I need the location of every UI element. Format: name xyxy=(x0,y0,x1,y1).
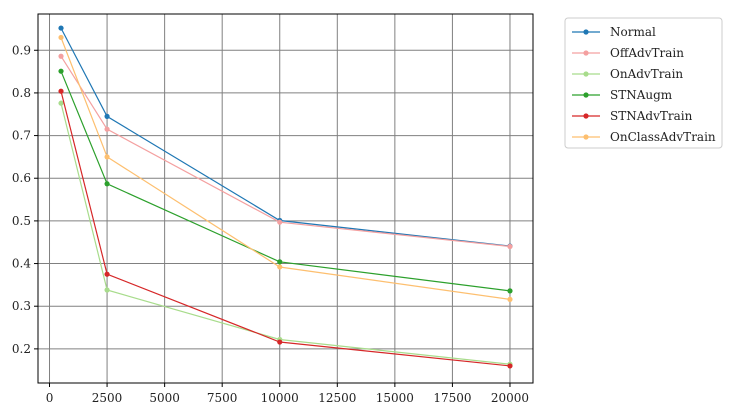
x-tick-label: 10000 xyxy=(261,391,299,405)
legend-marker xyxy=(583,113,589,119)
legend-label-stnaugm: STNAugm xyxy=(610,88,673,102)
data-point-offadvtrain xyxy=(507,243,513,250)
y-tick-label: 0.4 xyxy=(12,257,31,271)
x-tick-label: 15000 xyxy=(376,391,414,405)
legend-label-normal: Normal xyxy=(610,25,656,39)
data-point-stnadvtrain xyxy=(58,88,64,94)
x-tick-label: 7500 xyxy=(207,391,238,405)
data-point-stnadvtrain xyxy=(104,271,110,277)
data-point-stnaugm xyxy=(104,181,110,187)
x-tick-label: 0 xyxy=(46,391,54,405)
series-line-offadvtrain xyxy=(60,55,511,248)
grid-lines xyxy=(38,14,533,383)
legend-label-onadvtrain: OnAdvTrain xyxy=(610,67,683,81)
x-tick-label: 20000 xyxy=(491,391,529,405)
data-point-normal xyxy=(58,25,64,31)
x-tick-label: 17500 xyxy=(433,391,471,405)
x-tick-label: 12500 xyxy=(318,391,356,405)
legend: Normal OffAdvTrain OnAdvTrain STNAugm STNAdv… xyxy=(564,17,723,149)
y-axis: 0.2 0.3 0.4 0.5 0.6 0.7 0.8 0.9 xyxy=(12,43,38,356)
data-point-onadvtrain xyxy=(104,287,110,293)
x-tick-label: 2500 xyxy=(92,391,123,405)
x-tick-label: 5000 xyxy=(149,391,180,405)
legend-label-onclassadvtrain: OnClassAdvTrain xyxy=(610,130,716,144)
legend-label-stnadvtrain: STNAdvTrain xyxy=(610,109,693,123)
series-line-normal xyxy=(60,27,511,247)
data-point-normal xyxy=(104,113,110,119)
data-point-onclassadvtrain xyxy=(507,296,513,302)
data-point-offadvtrain xyxy=(277,219,283,225)
legend-marker xyxy=(583,29,589,35)
legend-box xyxy=(564,17,723,149)
data-point-stnaugm xyxy=(58,68,64,74)
data-point-onclassadvtrain xyxy=(104,154,110,160)
data-point-offadvtrain xyxy=(104,126,110,132)
y-tick-label: 0.5 xyxy=(12,214,31,228)
data-point-onclassadvtrain xyxy=(277,264,283,270)
legend-marker xyxy=(583,92,589,98)
data-point-stnaugm xyxy=(507,288,513,294)
plot-frame xyxy=(37,13,534,384)
y-tick-label: 0.6 xyxy=(12,171,31,185)
y-tick-label: 0.3 xyxy=(12,299,31,313)
y-tick-label: 0.7 xyxy=(12,129,31,143)
series-line-onclassadvtrain xyxy=(60,37,511,300)
legend-label-offadvtrain: OffAdvTrain xyxy=(610,46,684,60)
data-point-onadvtrain xyxy=(58,100,64,106)
y-tick-label: 0.2 xyxy=(12,342,31,356)
series-line-stnaugm xyxy=(60,70,511,292)
data-point-offadvtrain xyxy=(58,53,64,59)
data-point-onclassadvtrain xyxy=(58,34,64,41)
series-line-onadvtrain xyxy=(60,103,511,365)
x-axis: 0 2500 5000 7500 10000 12500 15000 17500 20000 xyxy=(46,383,529,405)
data-point-stnadvtrain xyxy=(277,339,283,345)
legend-marker xyxy=(583,71,589,77)
legend-marker xyxy=(583,134,589,140)
legend-marker xyxy=(583,50,589,56)
data-point-stnadvtrain xyxy=(507,363,513,369)
series-line-stnadvtrain xyxy=(60,91,511,367)
y-tick-label: 0.9 xyxy=(12,43,31,57)
data-point-stnaugm xyxy=(277,259,283,265)
series-lines xyxy=(58,25,513,369)
y-tick-label: 0.8 xyxy=(12,86,31,100)
